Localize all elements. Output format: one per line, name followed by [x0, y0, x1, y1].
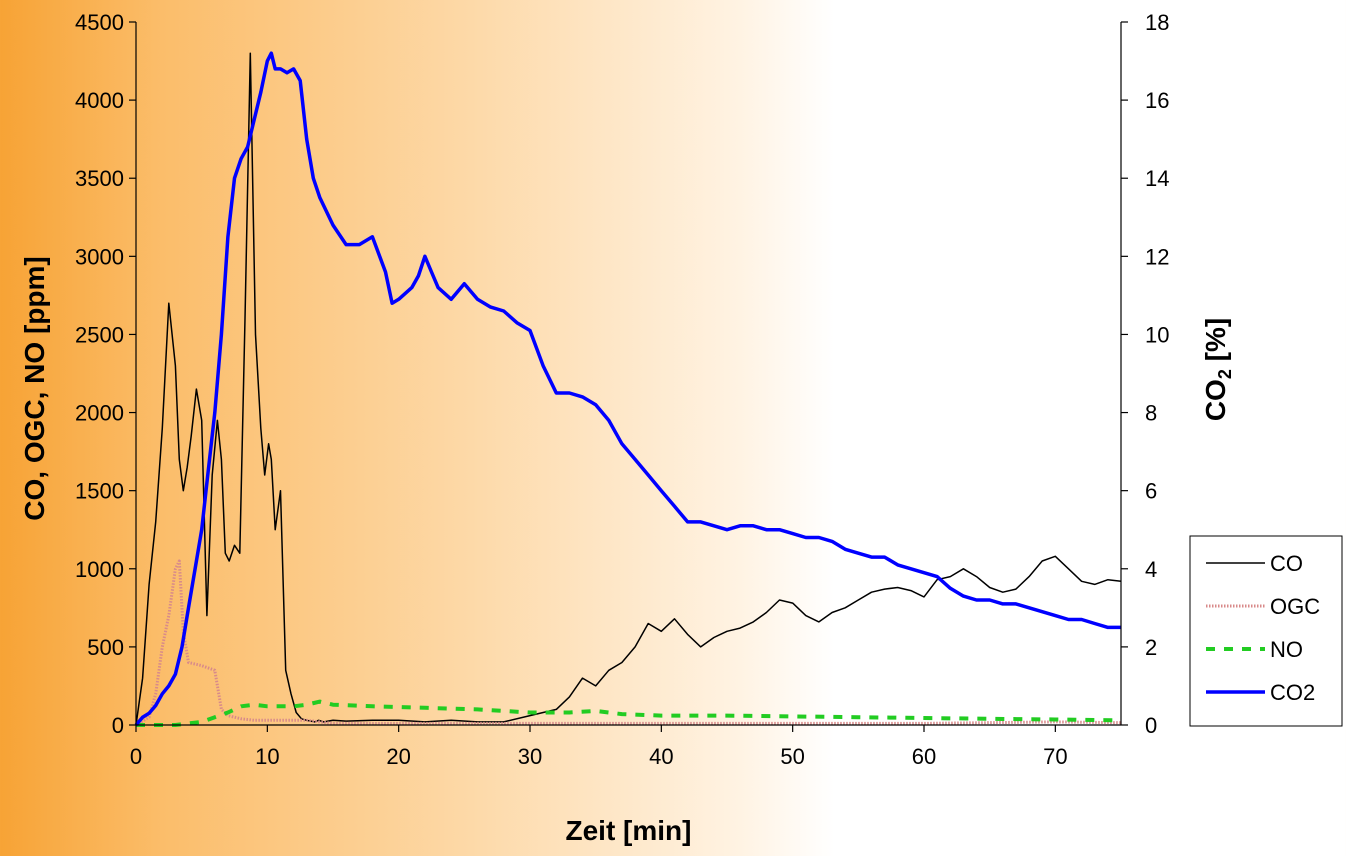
y-right-tick-label: 12 — [1145, 244, 1169, 269]
y-right-axis-title: CO2 [%] — [1200, 318, 1235, 421]
x-tick-label: 40 — [649, 744, 673, 769]
series-layer — [134, 51, 1122, 727]
legend-label-ogc: OGC — [1270, 594, 1320, 619]
y-left-tick-label: 4000 — [75, 88, 124, 113]
y-right-tick-label: 2 — [1145, 635, 1157, 660]
series-line-ogc — [135, 559, 1122, 727]
x-tick-label: 20 — [386, 744, 410, 769]
y-left-axis-title: CO, OGC, NO [ppm] — [19, 256, 50, 520]
x-axis-title: Zeit [min] — [566, 815, 692, 846]
x-tick-label: 70 — [1043, 744, 1067, 769]
x-tick-label: 0 — [130, 744, 142, 769]
y-right-title-main: CO — [1200, 379, 1231, 421]
y-right-title-unit: [%] — [1200, 318, 1231, 369]
y-left-tick-label: 3500 — [75, 166, 124, 191]
y-right-title-subscript: 2 — [1215, 369, 1235, 379]
y-right-tick-label: 18 — [1145, 10, 1169, 35]
y-right-tick-label: 8 — [1145, 401, 1157, 426]
legend-label-no: NO — [1270, 637, 1303, 662]
y-left-tick-label: 3000 — [75, 244, 124, 269]
series-line-co2 — [134, 51, 1121, 727]
series-line-no — [136, 699, 1122, 727]
x-tick-label: 50 — [780, 744, 804, 769]
y-left-tick-label: 1500 — [75, 479, 124, 504]
legend-label-co: CO — [1270, 551, 1303, 576]
y-left-tick-label: 2500 — [75, 322, 124, 347]
y-left-tick-label: 500 — [87, 635, 124, 660]
y-right-tick-label: 10 — [1145, 322, 1169, 347]
x-tick-label: 10 — [255, 744, 279, 769]
legend-box — [1189, 535, 1343, 727]
y-left-tick-label: 2000 — [75, 401, 124, 426]
y-left-tick-label: 0 — [112, 713, 124, 738]
y-right-tick-label: 6 — [1145, 479, 1157, 504]
series-line-co — [135, 52, 1122, 726]
y-right-tick-label: 14 — [1145, 166, 1169, 191]
y-left-tick-label: 1000 — [75, 557, 124, 582]
axes-layer: 0 10 20 30 40 50 60 700500100015002000250030003… — [75, 10, 1169, 769]
legend-label-co2: CO2 — [1270, 680, 1315, 705]
y-left-tick-label: 4500 — [75, 10, 124, 35]
y-right-tick-label: 0 — [1145, 713, 1157, 738]
x-tick-label: 30 — [518, 744, 542, 769]
x-tick-label: 60 — [912, 744, 936, 769]
y-right-tick-label: 4 — [1145, 557, 1157, 582]
y-right-tick-label: 16 — [1145, 88, 1169, 113]
legend: CO OGC NO CO2 — [1189, 535, 1343, 727]
